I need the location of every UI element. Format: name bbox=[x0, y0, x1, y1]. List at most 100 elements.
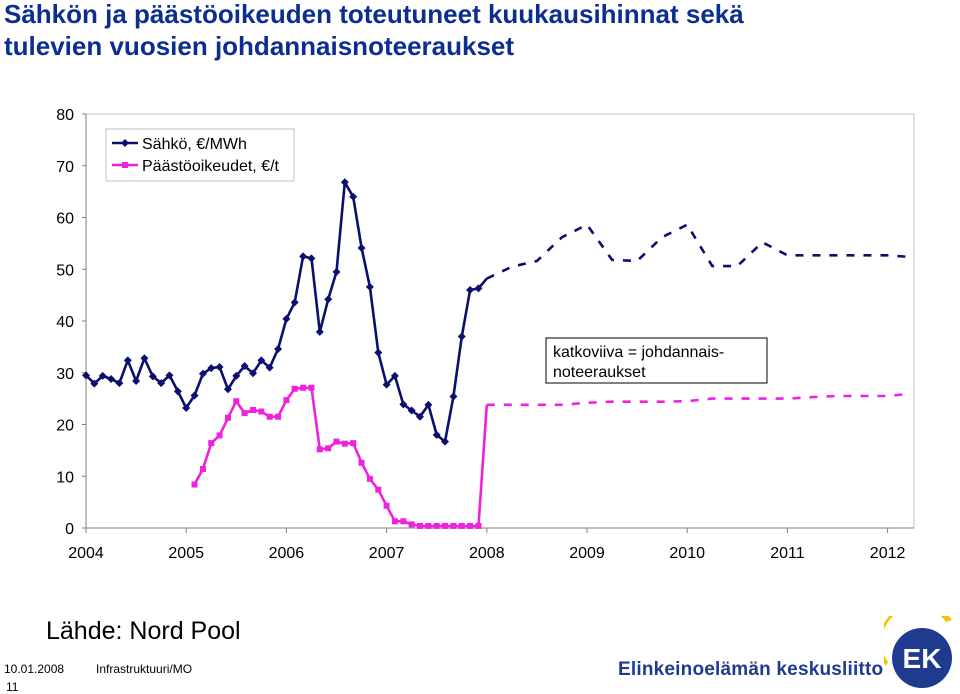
electricity-point bbox=[148, 372, 157, 381]
electricity-point bbox=[466, 285, 475, 294]
electricity-point bbox=[349, 192, 358, 201]
electricity-point bbox=[90, 379, 99, 388]
emissions-point bbox=[325, 445, 332, 452]
electricity-point bbox=[123, 356, 132, 365]
electricity-forecast-line bbox=[486, 223, 908, 280]
emissions-point bbox=[300, 384, 307, 391]
emissions-point bbox=[375, 486, 382, 493]
electricity-point bbox=[240, 362, 249, 371]
emissions-point bbox=[266, 413, 273, 420]
emissions-point bbox=[383, 502, 390, 509]
emissions-point bbox=[208, 440, 215, 447]
electricity-point bbox=[390, 371, 399, 380]
emissions-point bbox=[366, 475, 373, 482]
emissions-point bbox=[250, 407, 257, 414]
x-tick-label: 2006 bbox=[269, 545, 305, 562]
emissions-point bbox=[416, 522, 423, 529]
x-tick-label: 2010 bbox=[669, 545, 705, 562]
legend-label-emissions: Päästöoikeudet, €/t bbox=[142, 158, 280, 175]
footer-date: 10.01.2008 bbox=[4, 662, 65, 676]
y-tick-label: 40 bbox=[56, 314, 74, 331]
electricity-point bbox=[215, 363, 224, 372]
electricity-point bbox=[190, 391, 199, 400]
y-tick-label: 30 bbox=[56, 366, 74, 383]
electricity-point bbox=[324, 295, 333, 304]
annotation-text-2: noteeraukset bbox=[553, 364, 646, 381]
electricity-point bbox=[407, 406, 416, 415]
emissions-connector bbox=[477, 404, 489, 527]
emissions-point bbox=[341, 440, 348, 447]
emissions-point bbox=[199, 466, 206, 473]
y-tick-label: 0 bbox=[65, 521, 74, 538]
emissions-point bbox=[275, 413, 282, 420]
emissions-point bbox=[467, 522, 474, 529]
electricity-series-line bbox=[85, 181, 479, 443]
electricity-point bbox=[198, 369, 207, 378]
electricity-point bbox=[424, 400, 433, 409]
chart-title-line-1: Sähkön ja päästöoikeuden toteutuneet kuu… bbox=[4, 0, 744, 29]
electricity-point bbox=[232, 371, 241, 380]
emissions-point bbox=[442, 522, 449, 529]
electricity-connector bbox=[477, 277, 488, 290]
electricity-point bbox=[82, 371, 90, 380]
legend-marker-emissions bbox=[122, 162, 128, 168]
electricity-point bbox=[173, 387, 182, 396]
chart-title-line-2: tulevien vuosien johdannaisnoteeraukset bbox=[4, 31, 515, 61]
x-tick-label: 2012 bbox=[870, 545, 906, 562]
y-tick-label: 60 bbox=[56, 211, 74, 228]
emissions-point bbox=[224, 414, 231, 421]
emissions-point bbox=[450, 522, 457, 529]
electricity-point bbox=[315, 327, 324, 336]
electricity-point bbox=[299, 252, 308, 261]
price-chart: 0 10 20 30 40 50 60 70 80 2004 2005 2006 2007 2008 200… bbox=[56, 107, 915, 562]
x-tick-label: 2011 bbox=[770, 545, 805, 562]
electricity-point bbox=[441, 437, 450, 446]
electricity-point bbox=[207, 364, 216, 373]
chart-title: Sähkön ja päästöoikeuden toteutuneet kuu… bbox=[4, 0, 954, 62]
electricity-point bbox=[165, 371, 174, 380]
electricity-point bbox=[415, 412, 424, 421]
y-tick-label: 10 bbox=[56, 469, 74, 486]
page-number: 11 bbox=[6, 680, 19, 694]
electricity-point bbox=[115, 379, 124, 388]
emissions-point bbox=[400, 518, 407, 525]
footer-department: Infrastruktuuri/MO bbox=[96, 662, 193, 676]
electricity-point bbox=[157, 379, 166, 388]
x-tick-label: 2005 bbox=[168, 545, 204, 562]
annotation-box bbox=[545, 337, 768, 384]
electricity-point bbox=[340, 178, 349, 187]
electricity-point bbox=[249, 369, 258, 378]
emissions-point bbox=[408, 521, 415, 528]
electricity-point bbox=[257, 356, 266, 365]
electricity-point bbox=[357, 244, 366, 253]
x-tick-label: 2004 bbox=[68, 545, 104, 562]
electricity-point bbox=[107, 374, 116, 383]
emissions-series-line bbox=[193, 386, 479, 528]
electricity-point bbox=[182, 403, 191, 412]
y-tick-label: 70 bbox=[56, 159, 74, 176]
electricity-point bbox=[365, 282, 374, 291]
electricity-point bbox=[265, 363, 274, 372]
electricity-point bbox=[332, 267, 341, 276]
emissions-point bbox=[216, 432, 223, 439]
emissions-point bbox=[291, 385, 298, 392]
electricity-point bbox=[290, 298, 299, 307]
x-tick-label: 2009 bbox=[569, 545, 605, 562]
electricity-point bbox=[282, 314, 291, 323]
electricity-point bbox=[307, 254, 316, 263]
emissions-point bbox=[350, 440, 357, 447]
emissions-point bbox=[333, 438, 340, 445]
emissions-point bbox=[425, 522, 432, 529]
svg-text:EK: EK bbox=[903, 643, 942, 674]
electricity-point bbox=[140, 354, 149, 363]
electricity-point bbox=[449, 392, 458, 401]
y-tick-label: 50 bbox=[56, 262, 74, 279]
emissions-point bbox=[316, 446, 323, 453]
emissions-point bbox=[241, 410, 248, 417]
emissions-point bbox=[433, 522, 440, 529]
emissions-point bbox=[233, 398, 240, 405]
electricity-point bbox=[223, 385, 232, 394]
legend-marker-electricity bbox=[121, 139, 129, 147]
x-tick-label: 2008 bbox=[469, 545, 505, 562]
electricity-point bbox=[98, 371, 107, 380]
